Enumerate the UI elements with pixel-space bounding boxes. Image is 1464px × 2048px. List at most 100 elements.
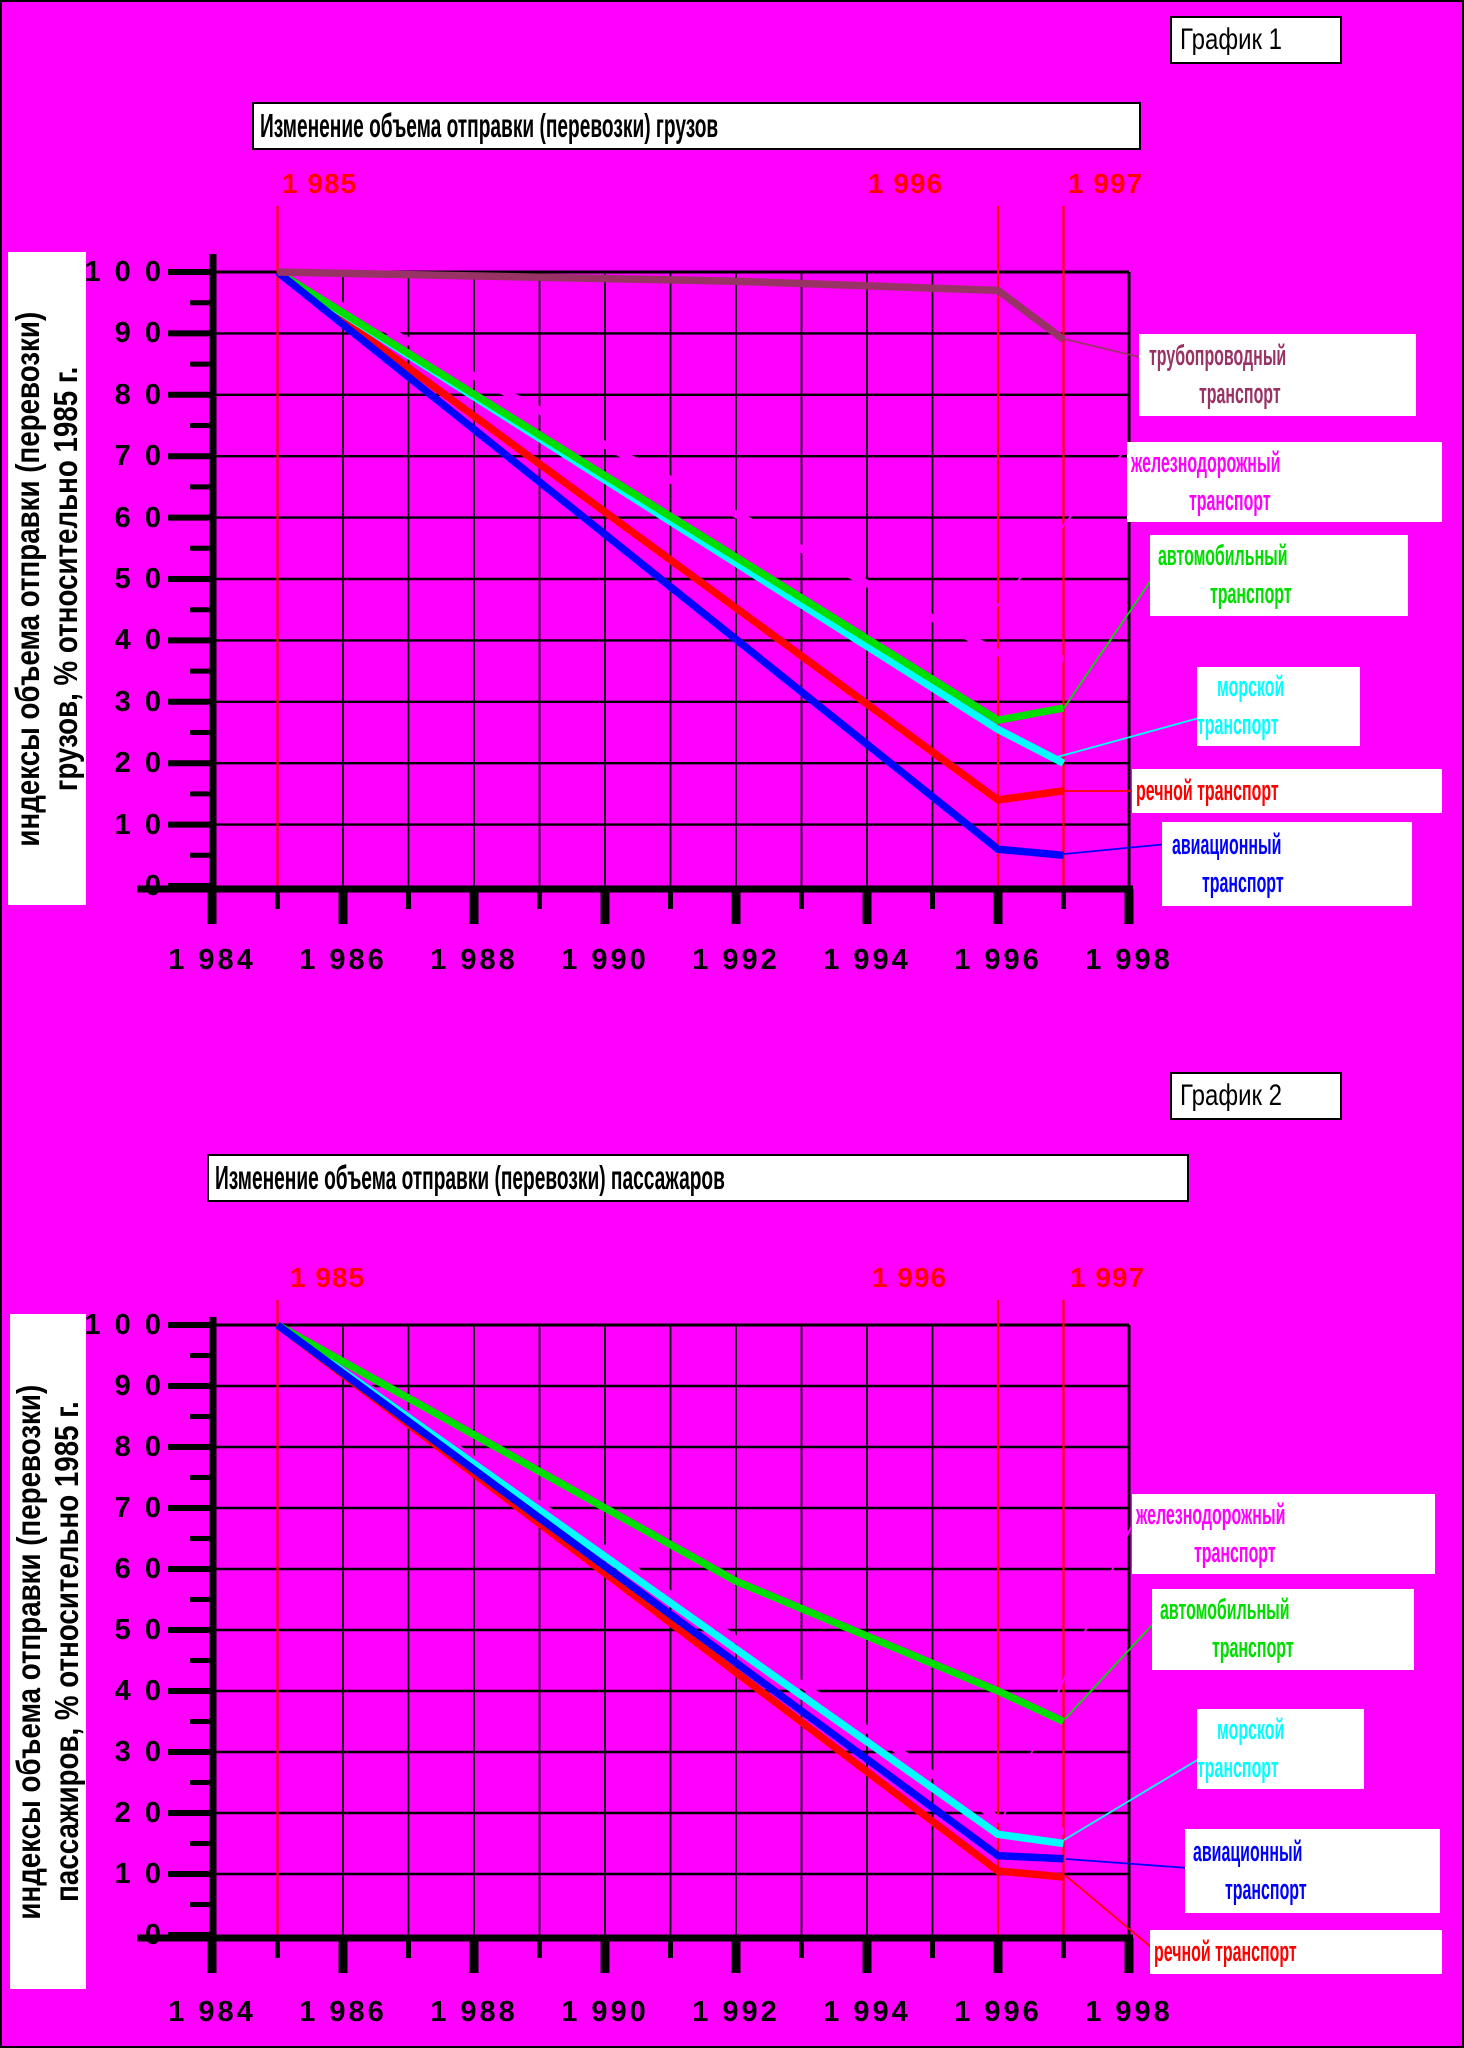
legend-railway1-line2: транспорт [1189, 484, 1271, 517]
legend-road2-line1: автомобильный [1160, 1594, 1290, 1626]
chart1-marker-1996: 1 996 [868, 168, 944, 199]
x-tick-label: 1 990 [561, 1996, 649, 2028]
legend-aviation2-line1: авиационный [1193, 1835, 1303, 1868]
legend-leader-sea [1063, 1758, 1200, 1841]
legend-leader-railway [967, 443, 1131, 643]
x-tick-label: 1 988 [430, 1996, 518, 2028]
chart2-header-label: График 2 [1180, 1079, 1283, 1112]
x-tick-label: 1 992 [692, 944, 780, 976]
x-tick-label: 1 990 [561, 944, 649, 976]
legend-leader-railway [1001, 1517, 1136, 1821]
legend-aviation1-line1: авиационный [1172, 828, 1282, 861]
chart1-y-axis-label-line1: индексы объема отправки (перевозки) [9, 311, 46, 846]
legend-railway2-line2: транспорт [1194, 1536, 1276, 1569]
legend-pipeline-line2: транспорт [1199, 377, 1281, 410]
series-line-aviation [275, 269, 1064, 860]
x-tick-label: 1 998 [1085, 944, 1173, 976]
legend-road-transport-2: автомобильный транспорт [1152, 1589, 1414, 1670]
legend-river1-line1: речной транспорт [1136, 774, 1279, 807]
series-line-river [275, 268, 1065, 804]
legend-railway-transport-1: железнодорожный транспорт [1127, 442, 1442, 522]
series-line-aviation [275, 1321, 1064, 1863]
y-tick-label: 2 0 [114, 747, 164, 780]
legend-leader-river [1065, 1875, 1153, 1949]
chart2-marker-1997: 1 997 [1070, 1262, 1146, 1293]
x-tick-label: 1 988 [430, 944, 518, 976]
legend-aviation1-line2: транспорт [1202, 866, 1284, 899]
chart1-marker-1985: 1 985 [282, 168, 358, 199]
y-tick-label: 1 0 0 [84, 256, 164, 288]
y-tick-label: 6 0 [114, 501, 164, 534]
legend-sea-transport-1: морской транспорт [1197, 667, 1360, 746]
legend-road2-line2: транспорт [1212, 1632, 1294, 1664]
legend-road-transport-1: автомобильный транспорт [1150, 535, 1408, 616]
chart1-marker-1997: 1 997 [1068, 168, 1144, 199]
y-tick-label: 3 0 [114, 1736, 164, 1768]
y-tick-label: 1 0 0 [84, 1309, 164, 1341]
y-tick-label: 1 0 [114, 1858, 164, 1890]
series-line-pipeline [277, 268, 1066, 343]
chart1-header-box: График 1 [1170, 16, 1342, 64]
chart1-title: Изменение объема отправки (перевозки) гр… [260, 107, 719, 144]
chart2-marker-1996: 1 996 [872, 1262, 948, 1293]
x-tick-label: 1 996 [954, 944, 1042, 976]
legend-leader-aviation [1065, 1858, 1189, 1869]
y-tick-label: 3 0 [114, 685, 164, 718]
chart2-title: Изменение объема отправки (перевозки) па… [215, 1159, 725, 1196]
legend-pipeline-transport: трубопроводный транспорт [1139, 334, 1416, 416]
y-tick-label: 1 0 [114, 808, 164, 841]
chart2-header-box: График 2 [1170, 1072, 1342, 1120]
legend-pipeline-line1: трубопроводный [1149, 339, 1287, 372]
legend-aviation-transport-2: авиационный транспорт [1185, 1829, 1440, 1913]
chart1-title-box: Изменение объема отправки (перевозки) гр… [252, 102, 1141, 150]
legend-river2-line1: речной транспорт [1154, 1935, 1297, 1968]
x-tick-label: 1 994 [823, 944, 911, 976]
y-tick-label: 9 0 [114, 317, 164, 350]
legend-sea2-line1: морской [1217, 1713, 1285, 1746]
y-tick-label: 8 0 [114, 378, 164, 411]
x-tick-label: 1 986 [299, 944, 387, 976]
y-tick-label: 5 0 [114, 1614, 164, 1646]
x-tick-label: 1 996 [954, 1996, 1042, 2028]
y-tick-label: 4 0 [114, 624, 164, 657]
x-tick-label: 1 986 [299, 1996, 387, 2028]
legend-leader-sea [1049, 717, 1200, 760]
legend-river-transport-2: речной транспорт [1150, 1930, 1442, 1974]
series-line-road [275, 268, 1065, 725]
legend-railway1-line1: железнодорожный [1131, 446, 1281, 479]
legend-sea2-line2: транспорт [1197, 1751, 1279, 1784]
legend-leader-road [1063, 575, 1155, 709]
legend-railway2-line1: железнодорожный [1136, 1498, 1286, 1531]
y-tick-label: 0 [144, 1919, 164, 1951]
series-line-road [275, 1321, 1066, 1725]
y-tick-label: 5 0 [114, 563, 164, 595]
y-tick-label: 7 0 [114, 1492, 164, 1524]
y-tick-label: 8 0 [114, 1431, 164, 1463]
legend-road1-line1: автомобильный [1158, 540, 1288, 572]
series-line-river [275, 1322, 1064, 1881]
y-tick-label: 6 0 [114, 1553, 164, 1585]
legend-sea-transport-2: морской транспорт [1197, 1709, 1364, 1789]
series-line-sea [275, 1321, 1065, 1848]
legend-leader-pipeline [1063, 338, 1145, 359]
chart1-y-axis-label-box: индексы объема отправки (перевозки) груз… [8, 252, 86, 905]
y-tick-label: 4 0 [114, 1675, 164, 1707]
chart2-title-box: Изменение объема отправки (перевозки) па… [207, 1154, 1189, 1202]
y-tick-label: 2 0 [114, 1797, 164, 1829]
legend-aviation2-line2: транспорт [1225, 1873, 1307, 1906]
x-tick-label: 1 992 [692, 1996, 780, 2028]
series-line-railway [275, 268, 1064, 663]
chart2-marker-1985: 1 985 [290, 1262, 366, 1293]
legend-road1-line2: транспорт [1210, 578, 1292, 610]
chart2-y-axis-label-box: индексы объема отправки (перевозки) пасс… [10, 1314, 86, 1989]
y-tick-label: 0 [144, 870, 164, 902]
series-line-railway [275, 1321, 1065, 1835]
x-tick-label: 1 998 [1085, 1996, 1173, 2028]
x-tick-label: 1 994 [823, 1996, 911, 2028]
x-tick-label: 1 984 [168, 944, 256, 976]
legend-leader-road [1064, 1621, 1156, 1720]
y-tick-label: 9 0 [114, 1370, 164, 1402]
legend-sea1-line1: морской [1217, 671, 1285, 703]
